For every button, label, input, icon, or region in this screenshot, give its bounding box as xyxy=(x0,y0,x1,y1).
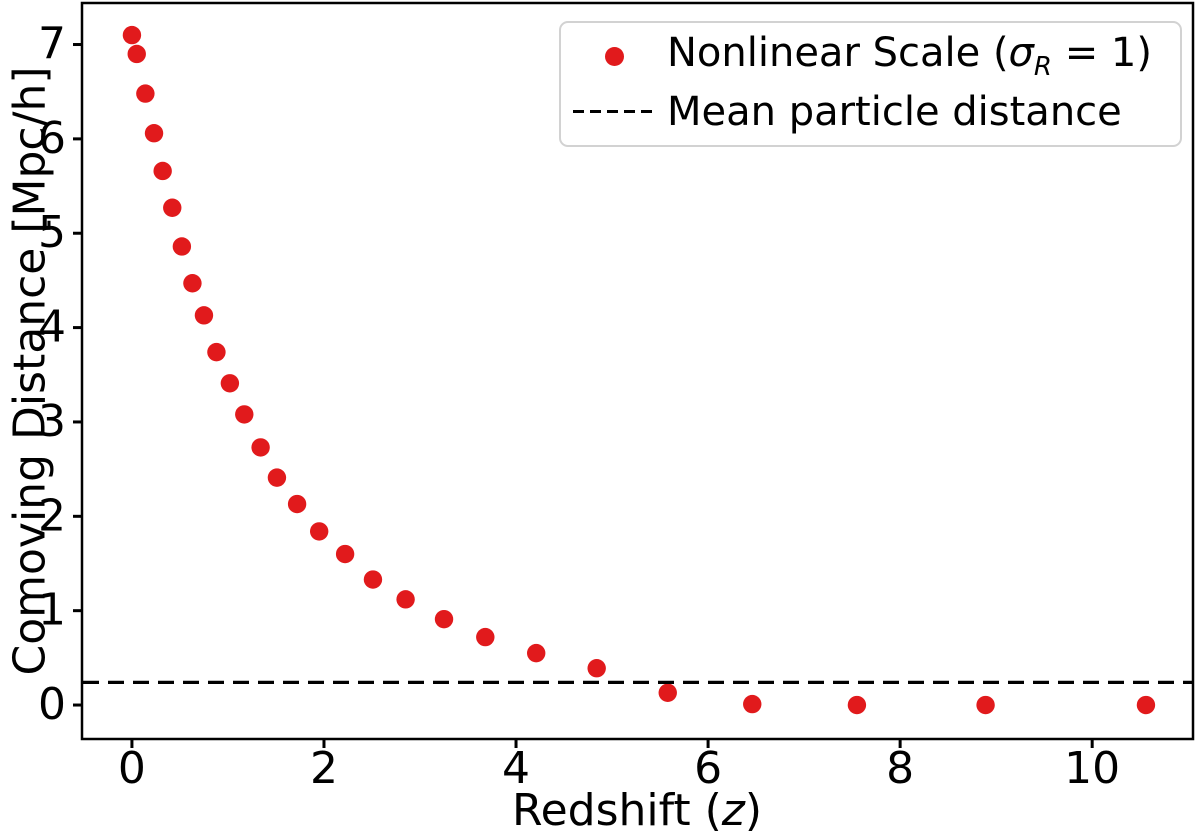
y-tick-label: 0 xyxy=(38,679,66,730)
data-point xyxy=(434,609,454,629)
x-axis-label-var: z xyxy=(721,785,745,832)
legend-item-nonlinear-scale: Nonlinear Scale (σR = 1) xyxy=(561,29,1180,84)
sigma-subscript: R xyxy=(1033,52,1052,82)
data-point xyxy=(743,694,762,714)
x-tick-label: 8 xyxy=(886,743,914,794)
y-tick-label: 2 xyxy=(38,490,66,541)
data-point xyxy=(144,124,164,143)
x-axis-label-prefix: Redshift ( xyxy=(511,785,722,832)
data-point xyxy=(335,544,355,564)
data-point xyxy=(976,695,995,715)
data-point xyxy=(1136,695,1156,715)
data-point xyxy=(251,438,270,457)
data-point xyxy=(136,84,155,103)
y-axis-label: Comoving Distance [Mpc/h] xyxy=(4,66,56,676)
legend-marker-col xyxy=(561,109,667,114)
legend-item-mean-particle-distance: Mean particle distance xyxy=(561,84,1180,139)
data-point xyxy=(153,161,172,181)
data-point xyxy=(194,306,214,325)
x-axis-label-suffix: ) xyxy=(744,785,763,832)
legend: Nonlinear Scale (σR = 1) Mean particle d… xyxy=(559,21,1182,147)
y-tick-label: 4 xyxy=(38,302,66,353)
x-tick-label: 2 xyxy=(310,743,338,794)
data-point xyxy=(658,683,677,702)
legend-marker-col xyxy=(561,47,667,66)
y-tick-label: 3 xyxy=(38,396,66,447)
legend-label-prefix: Nonlinear Scale ( xyxy=(667,30,1009,76)
data-point xyxy=(127,44,146,64)
x-tick-label: 4 xyxy=(502,743,530,794)
data-point xyxy=(309,522,329,541)
data-point xyxy=(163,198,182,217)
y-tick-label: 7 xyxy=(38,19,66,70)
data-point xyxy=(847,695,867,715)
data-point xyxy=(587,659,606,678)
legend-label-suffix: = 1) xyxy=(1051,30,1152,76)
x-axis-label: Redshift (z) xyxy=(511,785,763,832)
data-point xyxy=(183,274,202,293)
data-point xyxy=(122,25,142,45)
data-point xyxy=(526,643,546,663)
sigma-symbol: σ xyxy=(1008,30,1034,76)
data-point xyxy=(207,342,226,362)
data-point xyxy=(267,468,287,487)
x-tick-label: 10 xyxy=(1064,743,1120,794)
data-point xyxy=(220,374,240,393)
x-tick-label: 6 xyxy=(694,743,722,794)
y-tick-label: 6 xyxy=(38,113,66,164)
legend-label-nonlinear-scale: Nonlinear Scale (σR = 1) xyxy=(667,33,1152,80)
y-tick-label: 5 xyxy=(38,207,66,258)
data-point xyxy=(235,405,254,424)
data-point xyxy=(476,627,495,647)
dashed-line-marker-icon xyxy=(573,109,655,114)
data-point xyxy=(172,237,192,256)
data-point xyxy=(287,494,307,514)
red-dot-marker-icon xyxy=(604,47,624,66)
data-point xyxy=(396,590,415,609)
plot-frame xyxy=(80,1,1195,741)
x-tick-label: 0 xyxy=(118,743,146,794)
legend-label-mean-particle-distance: Mean particle distance xyxy=(667,88,1122,135)
y-tick-label: 1 xyxy=(38,585,66,636)
data-point xyxy=(363,570,383,589)
